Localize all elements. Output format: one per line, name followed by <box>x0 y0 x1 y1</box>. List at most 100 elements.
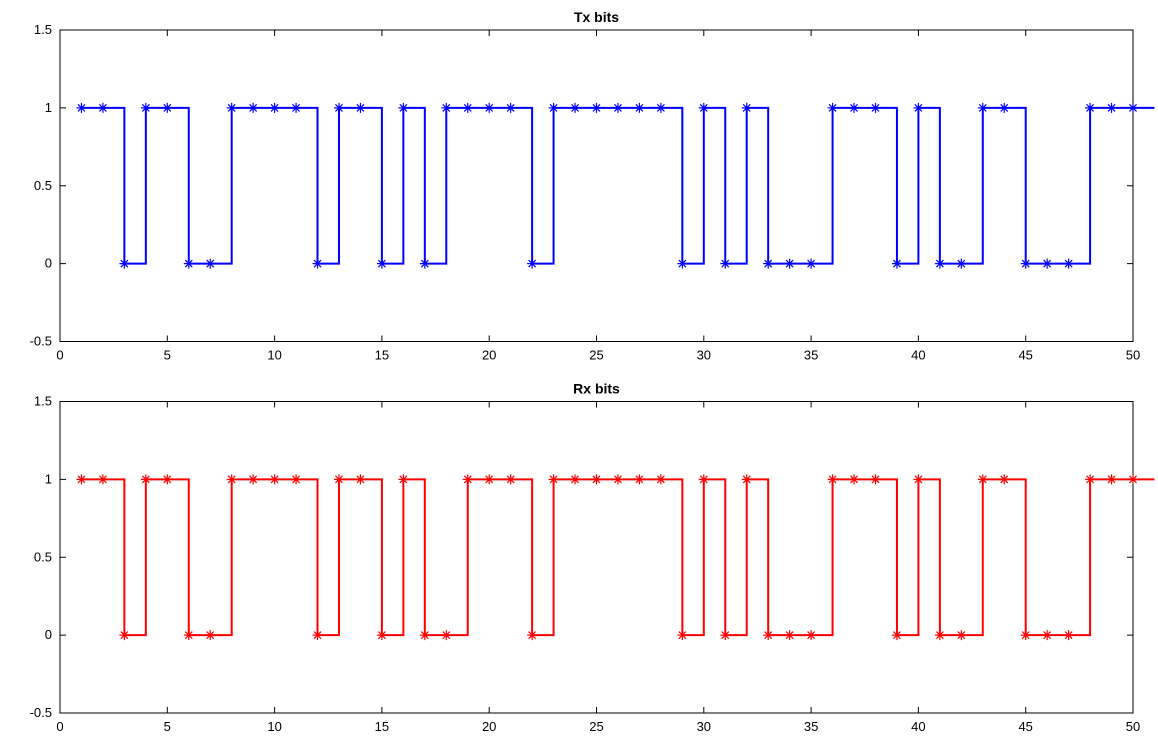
data-marker <box>227 103 237 113</box>
data-marker <box>699 103 709 113</box>
data-marker <box>870 103 880 113</box>
ytick-label: -0.5 <box>30 705 52 720</box>
figure-svg: Tx bits05101520253035404550-0.500.511.5R… <box>0 0 1158 743</box>
data-marker <box>141 103 151 113</box>
data-marker <box>828 103 838 113</box>
data-marker <box>377 630 387 640</box>
xtick-label: 45 <box>1018 348 1032 363</box>
data-marker <box>806 259 816 269</box>
data-marker <box>999 474 1009 484</box>
data-marker <box>677 630 687 640</box>
data-marker <box>785 259 795 269</box>
data-marker <box>270 103 280 113</box>
data-marker <box>1064 630 1074 640</box>
data-marker <box>849 103 859 113</box>
data-marker <box>656 103 666 113</box>
xtick-label: 5 <box>164 719 171 734</box>
data-marker <box>291 103 301 113</box>
data-marker <box>828 474 838 484</box>
data-marker <box>398 103 408 113</box>
data-marker <box>162 474 172 484</box>
data-marker <box>935 630 945 640</box>
data-marker <box>699 474 709 484</box>
data-marker <box>527 259 537 269</box>
subplot-rx: Rx bits05101520253035404550-0.500.511.5 <box>30 381 1155 735</box>
data-marker <box>1107 103 1117 113</box>
data-marker <box>463 474 473 484</box>
figure-canvas: Tx bits05101520253035404550-0.500.511.5R… <box>0 0 1158 743</box>
data-marker <box>313 630 323 640</box>
data-marker <box>549 474 559 484</box>
data-marker <box>656 474 666 484</box>
xtick-label: 0 <box>56 348 63 363</box>
data-marker <box>913 474 923 484</box>
ytick-label: -0.5 <box>30 334 52 349</box>
data-marker <box>506 103 516 113</box>
ytick-label: 1.5 <box>34 394 52 409</box>
ytick-label: 1 <box>45 100 52 115</box>
data-marker <box>720 630 730 640</box>
data-marker <box>1021 259 1031 269</box>
xtick-label: 35 <box>804 719 818 734</box>
xtick-label: 35 <box>804 348 818 363</box>
xtick-label: 20 <box>482 348 496 363</box>
data-marker <box>720 259 730 269</box>
data-marker <box>334 474 344 484</box>
xtick-label: 15 <box>375 348 389 363</box>
xtick-label: 10 <box>267 348 281 363</box>
data-marker <box>205 259 215 269</box>
data-marker <box>420 630 430 640</box>
data-marker <box>613 103 623 113</box>
data-marker <box>441 630 451 640</box>
data-marker <box>742 103 752 113</box>
data-marker <box>484 474 494 484</box>
xtick-label: 0 <box>56 719 63 734</box>
data-marker <box>763 259 773 269</box>
data-marker <box>119 259 129 269</box>
data-marker <box>441 103 451 113</box>
ytick-label: 0.5 <box>34 549 52 564</box>
data-marker <box>527 630 537 640</box>
data-marker <box>506 474 516 484</box>
xtick-label: 40 <box>911 348 925 363</box>
data-marker <box>978 474 988 484</box>
data-marker <box>334 103 344 113</box>
data-marker <box>1042 259 1052 269</box>
axis-box <box>60 402 1133 714</box>
stairs-line <box>81 479 1154 635</box>
data-marker <box>999 103 1009 113</box>
data-marker <box>377 259 387 269</box>
xtick-label: 45 <box>1018 719 1032 734</box>
data-marker <box>892 630 902 640</box>
data-marker <box>76 474 86 484</box>
data-marker <box>184 259 194 269</box>
data-marker <box>570 474 580 484</box>
data-marker <box>1128 103 1138 113</box>
data-marker <box>763 630 773 640</box>
data-marker <box>119 630 129 640</box>
xtick-label: 50 <box>1126 719 1140 734</box>
data-marker <box>592 103 602 113</box>
data-marker <box>1128 474 1138 484</box>
data-marker <box>935 259 945 269</box>
data-marker <box>98 103 108 113</box>
data-marker <box>355 474 365 484</box>
data-marker <box>956 259 966 269</box>
subplot-title: Tx bits <box>574 9 619 25</box>
data-marker <box>1107 474 1117 484</box>
ytick-label: 1 <box>45 471 52 486</box>
data-marker <box>270 474 280 484</box>
subplot-tx: Tx bits05101520253035404550-0.500.511.5 <box>30 9 1155 363</box>
data-marker <box>892 259 902 269</box>
xtick-label: 30 <box>697 719 711 734</box>
ytick-label: 0 <box>45 627 52 642</box>
data-marker <box>570 103 580 113</box>
xtick-label: 10 <box>267 719 281 734</box>
data-marker <box>1085 103 1095 113</box>
data-marker <box>634 474 644 484</box>
xtick-label: 25 <box>589 719 603 734</box>
data-marker <box>227 474 237 484</box>
axis-box <box>60 30 1133 342</box>
data-marker <box>634 103 644 113</box>
data-marker <box>742 474 752 484</box>
